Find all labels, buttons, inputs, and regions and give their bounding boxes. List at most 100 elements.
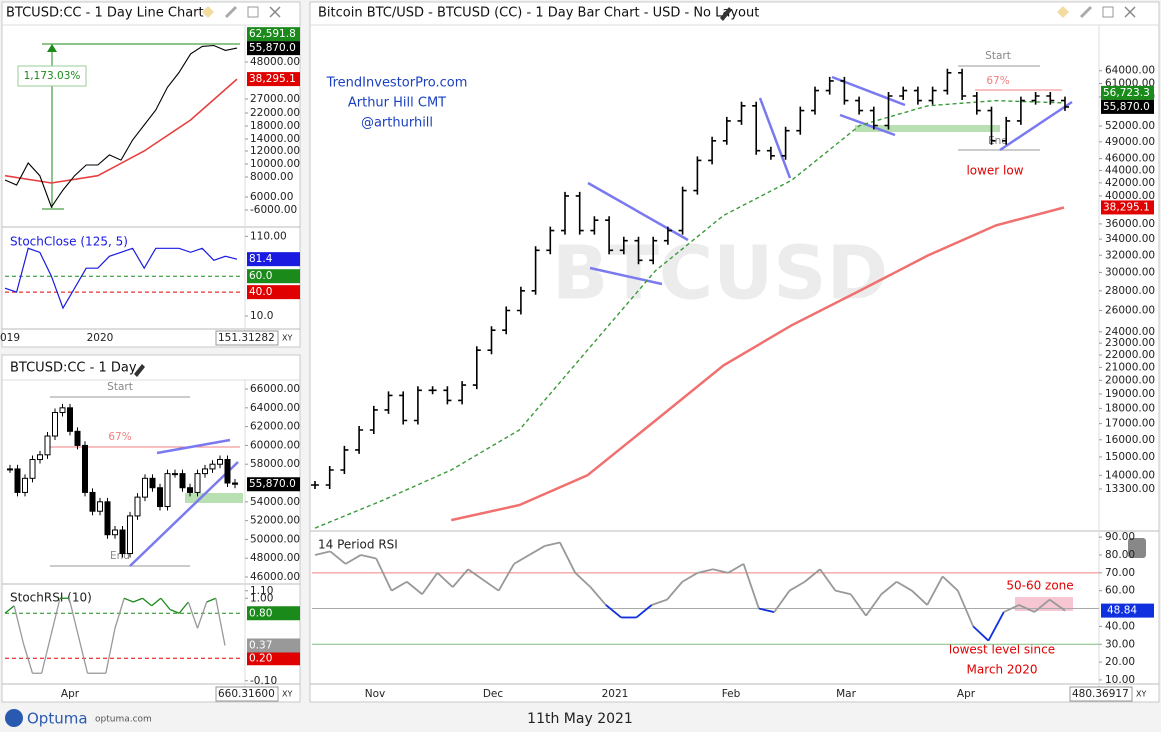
xy-toggle[interactable]: XY	[282, 334, 292, 343]
value-box-label: 40.0	[249, 286, 272, 298]
maximize-icon[interactable]	[247, 6, 259, 18]
value-box-label: 62,591.8	[249, 28, 296, 40]
panel-title: Bitcoin BTC/USD - BTCUSD (CC) - 1 Day Ba…	[318, 6, 759, 21]
value-box	[247, 477, 300, 492]
lock-icon[interactable]	[1128, 538, 1146, 558]
price-bar	[590, 216, 599, 235]
price-bar	[355, 426, 364, 454]
panel-title: BTCUSD:CC - 1 Day Line Chart	[6, 6, 204, 21]
site: optuma.com	[95, 715, 152, 725]
y-tick-label: 21000.00	[1105, 361, 1155, 373]
line-segment	[651, 598, 668, 606]
edit-icon[interactable]	[134, 364, 145, 377]
price-bar	[855, 96, 864, 115]
y-tick-label: 32000.00	[1105, 249, 1155, 261]
pin-icon[interactable]	[1079, 5, 1093, 19]
annotation: lower low	[966, 164, 1023, 178]
y-tick-label: 30.00	[1105, 638, 1135, 650]
xy-toggle[interactable]: XY	[1136, 690, 1146, 699]
y-tick-label: 64000.00	[250, 402, 300, 414]
price-bar	[531, 246, 540, 295]
close-icon[interactable]	[269, 6, 281, 18]
pin-icon[interactable]	[224, 5, 238, 19]
y-tick-label: 90.00	[1105, 531, 1135, 543]
price-bar	[678, 186, 687, 235]
maximize-icon[interactable]	[1102, 6, 1114, 18]
candle	[202, 468, 208, 475]
price-bar	[325, 466, 334, 489]
line-segment	[169, 608, 180, 614]
line-segment	[849, 593, 867, 617]
y-tick-label: 52000.00	[250, 515, 300, 527]
gain-label: 1,173.03%	[24, 70, 81, 82]
fib-label: 67%	[108, 431, 131, 443]
value-box	[247, 638, 300, 653]
y-tick-label: 60.00	[1105, 585, 1135, 597]
line-segment	[142, 597, 153, 607]
x-tick-label: Nov	[365, 688, 386, 700]
line-segment	[987, 611, 1005, 642]
value-box-label: 38,295.1	[1103, 201, 1150, 213]
price-bar	[502, 306, 511, 335]
y-tick-label: 54000.00	[250, 496, 300, 508]
line-segment	[804, 568, 821, 583]
price-bar	[1002, 116, 1011, 145]
favorite-icon[interactable]	[1057, 6, 1069, 18]
scale-value: 151.31282	[218, 332, 275, 344]
line-segment	[742, 563, 760, 609]
value-box-label: 0.37	[249, 640, 272, 652]
y-tick-label: 10.0	[250, 310, 273, 322]
line-segment	[972, 625, 990, 642]
line-segment	[681, 572, 699, 583]
value-box-label: 0.80	[249, 607, 272, 619]
fib-label: Start	[985, 50, 1011, 62]
value-box	[1101, 85, 1154, 100]
y-tick-label: 12000.00	[250, 145, 300, 157]
value-box-label: 55,870.0	[1103, 101, 1150, 113]
line-segment	[712, 568, 729, 574]
candle	[14, 468, 21, 493]
price-bar	[958, 68, 967, 100]
xy-toggle[interactable]: XY	[282, 690, 292, 699]
y-tick-label: 48000.00	[250, 552, 300, 564]
y-tick-label: 60000.00	[250, 439, 300, 451]
price-bar	[458, 381, 467, 405]
line-segment	[68, 598, 79, 636]
line-segment	[329, 550, 347, 565]
price-bar	[869, 106, 878, 130]
y-tick-label: -6000.00	[250, 204, 297, 216]
line-segment	[574, 572, 592, 588]
x-tick-label: 2020	[87, 332, 114, 344]
price-bar	[575, 191, 584, 235]
footer	[0, 705, 1161, 732]
y-tick-label: 64000.00	[1105, 65, 1155, 77]
price-bar	[987, 106, 996, 145]
moving-average	[450, 206, 1065, 522]
line-segment	[896, 580, 913, 592]
y-tick-label: 22000.00	[1105, 349, 1155, 361]
candle	[194, 473, 201, 493]
price-bar	[1061, 96, 1069, 111]
line-segment	[314, 550, 331, 556]
value-box	[247, 269, 300, 284]
price-bar	[546, 226, 555, 255]
scale-box	[215, 686, 279, 702]
price-bar	[487, 326, 496, 355]
price-bar	[516, 286, 525, 315]
candle	[157, 487, 163, 508]
x-tick-label: Feb	[722, 688, 741, 700]
close-icon[interactable]	[1124, 6, 1136, 18]
value-box	[1101, 603, 1154, 618]
candle	[232, 482, 238, 485]
indicator-title: StochClose (125, 5)	[10, 235, 128, 249]
y-tick-label: 26000.00	[1105, 305, 1155, 317]
line-segment	[421, 572, 439, 595]
line-segment	[391, 580, 408, 592]
favorite-icon[interactable]	[202, 6, 214, 18]
gain-box	[17, 65, 87, 87]
line-segment	[941, 575, 959, 592]
line-segment	[528, 545, 546, 556]
edit-icon[interactable]	[720, 7, 732, 21]
fib-label: Start	[107, 381, 133, 393]
price-bar	[1031, 92, 1040, 105]
